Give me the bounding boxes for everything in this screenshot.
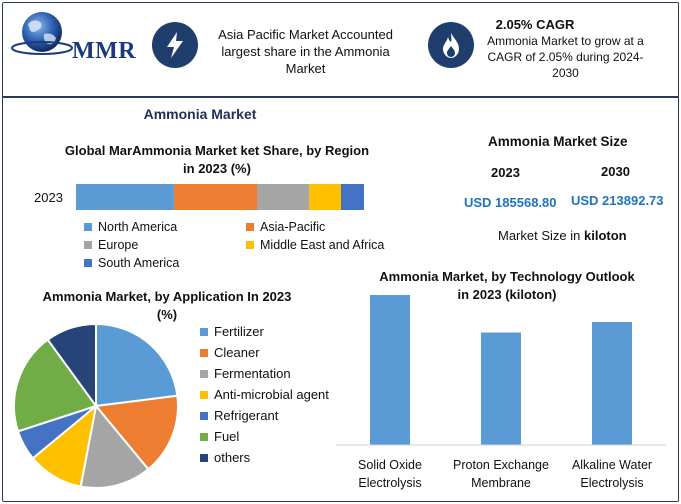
section-title: Ammonia Market [143, 106, 257, 122]
swatch [200, 348, 208, 357]
region-segment-europe [257, 184, 310, 210]
region-segment-south-america [340, 184, 364, 210]
flame-badge [428, 22, 474, 68]
cagr-title: 2.05% CAGR [495, 17, 575, 32]
label-line: Membrane [471, 476, 531, 490]
market-size-unit: Market Size in kiloton [498, 228, 627, 243]
brand-name: MMR [72, 38, 137, 64]
pie-slice-others [46, 322, 97, 410]
legend-fermentation: Fermentation [200, 366, 291, 381]
region-stacked-bar [76, 184, 364, 210]
region-segment-middle-east-and-africa [309, 184, 341, 210]
technology-chart-title: Ammonia Market, by Technology Outlook in… [379, 269, 635, 302]
legend-label: North America [98, 220, 178, 234]
legend-asia-pacific: Asia-Pacific [246, 220, 325, 234]
application-chart-title: Ammonia Market, by Application In 2023 (… [42, 289, 292, 322]
market-size-value-2023: USD 185568.80 [464, 195, 557, 210]
unit-note: Market Size in [498, 228, 584, 243]
legend-label: Anti-microbial agent [214, 387, 329, 402]
tech-label-solid-oxide: Solid Oxide Electrolysis [330, 456, 450, 492]
region-chart-title: Global MarAmmonia Market ket Share, by R… [64, 143, 370, 176]
legend-middle-east-africa: Middle East and Africa [246, 238, 384, 252]
label-line: Electrolysis [580, 476, 644, 490]
pie-slice-cleaner [94, 394, 179, 471]
market-size-year-2023: 2023 [491, 165, 520, 180]
pie-slice-fuel [13, 338, 98, 433]
market-size-title: Ammonia Market Size [488, 134, 628, 149]
flame-icon [443, 33, 459, 58]
unit-bold: kiloton [583, 228, 627, 243]
technology-bar-chart [336, 295, 666, 446]
swatch [200, 390, 208, 399]
legend-fertilizer: Fertilizer [200, 324, 264, 339]
header-divider [2, 96, 679, 98]
tech-bar-alkaline-water-electrolysis [592, 322, 632, 445]
legend-label: Refrigerant [214, 408, 279, 423]
label-line: Solid Oxide [358, 458, 422, 472]
legend-label: Europe [98, 238, 139, 252]
legend-label: Fertilizer [214, 324, 264, 339]
tech-label-proton-exchange: Proton Exchange Membrane [441, 456, 561, 492]
swatch [200, 327, 208, 336]
legend-label: Fermentation [214, 366, 291, 381]
tech-bar-proton-exchange-membrane [481, 332, 521, 445]
legend-south-america: South America [84, 256, 179, 270]
legend-label: Cleaner [214, 345, 260, 360]
cagr-text: Ammonia Market to grow at a CAGR of 2.05… [487, 34, 644, 80]
label-line: Electrolysis [358, 476, 422, 490]
pie-slice-fertilizer [95, 322, 179, 408]
region-bar-category: 2023 [34, 190, 63, 205]
highlight-asia-pacific: Asia Pacific Market Accounted largest sh… [218, 27, 393, 76]
legend-label: Middle East and Africa [260, 238, 385, 252]
lightning-badge [152, 22, 198, 68]
region-segment-asia-pacific [173, 184, 258, 210]
tech-label-alkaline-water: Alkaline Water Electrolysis [552, 456, 672, 492]
legend-label: Asia-Pacific [260, 220, 326, 234]
label-line: Proton Exchange [453, 458, 549, 472]
legend-europe: Europe [84, 238, 138, 252]
market-size-year-2030: 2030 [601, 164, 630, 179]
mmr-logo: MMR [10, 8, 137, 66]
legend-label: South America [98, 256, 180, 270]
swatch [84, 241, 92, 249]
legend-north-america: North America [84, 220, 177, 234]
label-line: Alkaline Water [571, 458, 653, 472]
swatch [200, 453, 208, 462]
pie-slice-fermentation [79, 403, 150, 489]
swatch [200, 411, 208, 420]
application-pie [13, 322, 179, 489]
swatch [84, 259, 92, 267]
legend-others: others [200, 450, 250, 465]
globe-icon [11, 12, 73, 55]
region-segment-north-america [76, 184, 174, 210]
swatch [200, 432, 208, 441]
legend-fuel: Fuel [200, 429, 239, 444]
swatch [84, 223, 92, 231]
legend-refrigerant: Refrigerant [200, 408, 278, 423]
legend-label: others [214, 450, 251, 465]
legend-label: Fuel [214, 429, 240, 444]
market-size-value-2030: USD 213892.73 [571, 193, 664, 208]
legend-anti-microbial-agent: Anti-microbial agent [200, 387, 329, 402]
lightning-icon [167, 32, 183, 58]
legend-cleaner: Cleaner [200, 345, 260, 360]
tech-bar-solid-oxide-electrolysis [370, 295, 410, 445]
swatch [200, 369, 208, 378]
swatch [246, 241, 254, 249]
swatch [246, 223, 254, 231]
